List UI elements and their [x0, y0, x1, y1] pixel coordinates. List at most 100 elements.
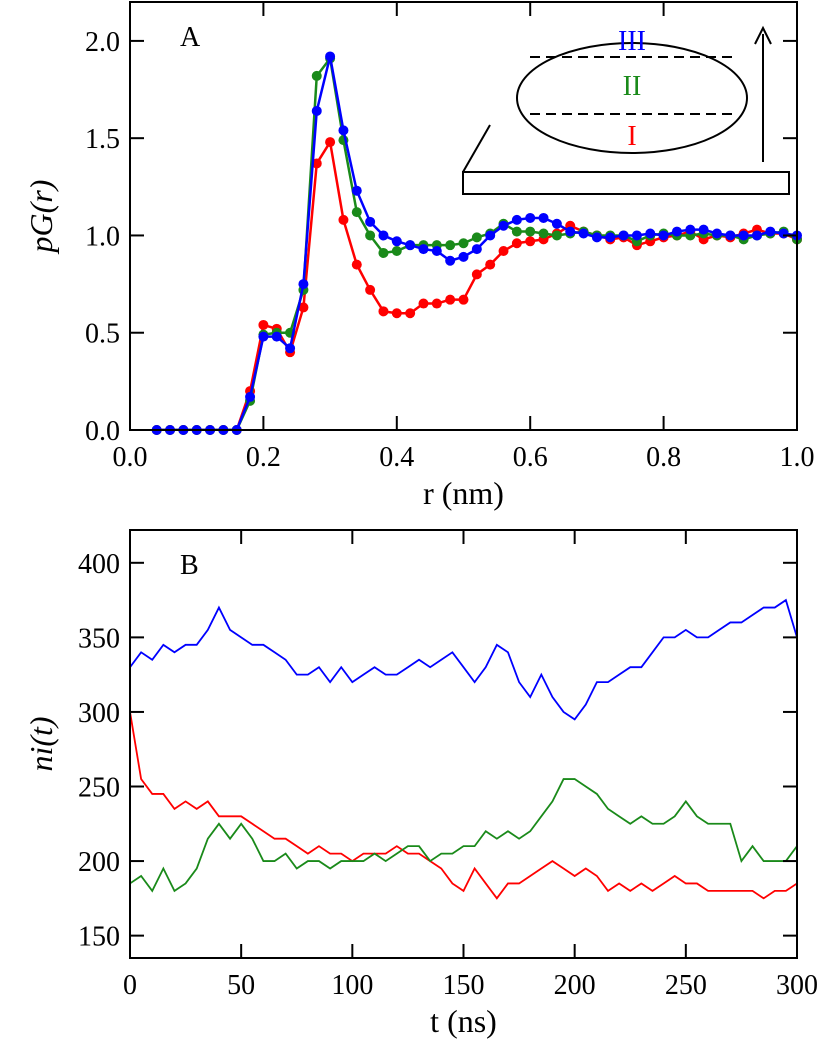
series-marker: [711, 228, 722, 239]
inset-label: II: [623, 71, 642, 102]
x-tick-label: 0.6: [513, 442, 548, 473]
inset-label: I: [627, 121, 636, 152]
inset-surface: [462, 171, 790, 195]
y-tick-label: 300: [78, 698, 120, 729]
series-marker: [431, 246, 442, 257]
series-line: [130, 778, 797, 893]
series-marker: [565, 226, 576, 237]
series-marker: [431, 298, 442, 309]
series-marker: [378, 306, 389, 317]
series-marker: [378, 247, 389, 258]
x-tick-label: 200: [554, 970, 596, 1001]
series-marker: [525, 226, 536, 237]
series-marker: [325, 137, 336, 148]
series-marker: [258, 331, 269, 342]
series-marker: [765, 226, 776, 237]
x-tick-label: 1.0: [780, 442, 815, 473]
series-marker: [405, 308, 416, 319]
series-marker: [738, 230, 749, 241]
series-marker: [511, 226, 522, 237]
x-tick-label: 0.2: [246, 442, 281, 473]
series-marker: [658, 230, 669, 241]
series-marker: [378, 230, 389, 241]
x-tick-label: 100: [331, 970, 373, 1001]
x-axis-label: r (nm): [423, 475, 504, 511]
y-tick-label: 150: [78, 922, 120, 953]
series-marker: [578, 228, 589, 239]
series-marker: [631, 230, 642, 241]
series-marker: [605, 232, 616, 243]
series-marker: [445, 294, 456, 305]
series-line: [130, 598, 797, 721]
y-tick-label: 400: [78, 549, 120, 580]
series-marker: [351, 207, 362, 218]
series-marker: [311, 158, 322, 169]
x-tick-label: 0: [123, 970, 137, 1001]
y-tick-label: 200: [78, 847, 120, 878]
inset-connector: [462, 124, 491, 173]
x-tick-label: 0.8: [646, 442, 681, 473]
series-marker: [298, 302, 309, 313]
series-marker: [538, 212, 549, 223]
series-marker: [458, 238, 469, 249]
series-marker: [338, 125, 349, 136]
series-marker: [471, 244, 482, 255]
series-marker: [258, 319, 269, 330]
y-tick-label: 0.5: [85, 319, 120, 350]
series-marker: [391, 308, 402, 319]
series-marker: [645, 228, 656, 239]
series-marker: [725, 230, 736, 241]
panel: 0 50 100 150 200 250 300 150 200 250 300 350 400 t (n…: [23, 529, 818, 1039]
y-tick-label: 1.0: [85, 221, 120, 252]
series-marker: [525, 212, 536, 223]
y-axis-label: ni(t): [23, 716, 59, 771]
series-marker: [391, 236, 402, 247]
series-marker: [591, 232, 602, 243]
series-marker: [618, 230, 629, 241]
series-marker: [498, 246, 509, 257]
inset-label: III: [618, 26, 646, 57]
inset-diagram: III II I: [462, 25, 790, 195]
series-marker: [551, 218, 562, 229]
y-tick-label: 1.5: [85, 124, 120, 155]
y-axis-label: pG(r): [23, 180, 59, 255]
series-marker: [498, 220, 509, 231]
series-marker: [525, 236, 536, 247]
series-marker: [351, 185, 362, 196]
series-marker: [698, 224, 709, 235]
x-tick-label: 0.0: [113, 442, 148, 473]
series-marker: [365, 216, 376, 227]
series-marker: [365, 230, 376, 241]
plot-frame: [129, 529, 798, 959]
series-marker: [671, 226, 682, 237]
series-marker: [285, 343, 296, 354]
series-marker: [245, 391, 256, 402]
y-tick-label: 2.0: [85, 27, 120, 58]
inset-ellipse: [516, 42, 748, 154]
series-marker: [485, 230, 496, 241]
panel: 0.0 0.2 0.4 0.6 0.8 1.0 0.0 0.5 1.0 1.5 2.0 r (nm) p…: [23, 1, 815, 511]
x-tick-label: 150: [443, 970, 485, 1001]
x-tick-label: 50: [227, 970, 255, 1001]
series-marker: [458, 294, 469, 305]
series-marker: [365, 284, 376, 295]
series-marker: [418, 244, 429, 255]
x-axis-label: t (ns): [430, 1003, 497, 1039]
y-tick-label: 0.0: [85, 416, 120, 447]
panel-label: B: [180, 550, 199, 581]
series-marker: [538, 228, 549, 239]
inset-arrowhead: [754, 25, 772, 45]
series-marker: [511, 238, 522, 249]
series-marker: [325, 51, 336, 62]
x-tick-label: 0.4: [379, 442, 414, 473]
series-marker: [445, 240, 456, 251]
y-tick-label: 250: [78, 773, 120, 804]
series-line: [130, 711, 797, 900]
series-marker: [311, 70, 322, 81]
x-tick-label: 300: [776, 970, 818, 1001]
series-marker: [405, 240, 416, 251]
series-marker: [778, 228, 789, 239]
series-marker: [351, 259, 362, 270]
series-marker: [271, 331, 282, 342]
